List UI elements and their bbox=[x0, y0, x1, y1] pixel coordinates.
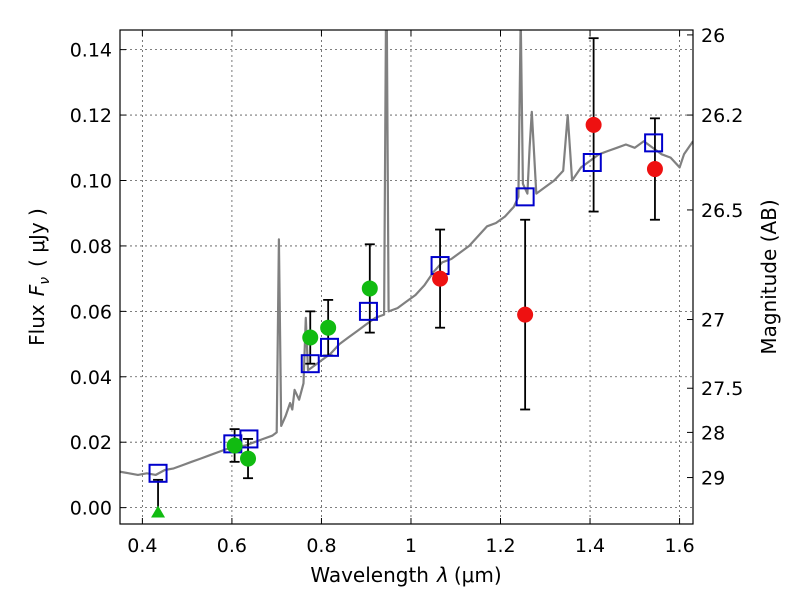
y-tick-label: 0.14 bbox=[70, 40, 112, 62]
tick-layer: 0.4 0.6 0.8 1 1.2 1.4 1.6 0.00 0.02 0.04 0.06 0.08 0… bbox=[70, 25, 744, 557]
x-tick-label: 1.6 bbox=[664, 535, 694, 557]
x-tick-label: 0.6 bbox=[217, 535, 247, 557]
model-photometry-point bbox=[515, 187, 535, 207]
upper-limit-triangle bbox=[151, 505, 166, 518]
y2-tick-label: 29 bbox=[701, 468, 725, 490]
x-tick-label: 0.4 bbox=[127, 535, 157, 557]
observed-flux-point bbox=[302, 329, 319, 346]
spectrum-layer bbox=[120, 30, 693, 476]
x-tick-label: 1.4 bbox=[575, 535, 605, 557]
y2-tick-label: 26 bbox=[701, 25, 725, 47]
x-tick-label: 0.8 bbox=[306, 535, 336, 557]
x-axis-label: Wavelength λ (μm) bbox=[310, 563, 501, 587]
grid-layer bbox=[120, 30, 693, 524]
y2-tick-label: 26.2 bbox=[701, 105, 743, 127]
x-tick-label: 1 bbox=[405, 535, 417, 557]
model-photometry-point bbox=[582, 152, 602, 172]
y-axis-label: FluxFν( μJy ) bbox=[25, 208, 53, 346]
model-photometry-point bbox=[358, 301, 378, 321]
y2-tick-label: 27 bbox=[701, 310, 725, 332]
y-tick-label: 0.00 bbox=[70, 498, 112, 520]
y-tick-label: 0.02 bbox=[70, 432, 112, 454]
model-photometry-point bbox=[300, 354, 320, 374]
plot-frame bbox=[119, 29, 694, 525]
observed-flux-point bbox=[240, 450, 257, 467]
y2-axis-label: Magnitude (AB) bbox=[757, 199, 781, 354]
observed-flux-point bbox=[646, 161, 663, 178]
x-tick-label: 1.2 bbox=[485, 535, 515, 557]
y-tick-label: 0.06 bbox=[70, 301, 112, 323]
y2-tick-label: 27.5 bbox=[701, 378, 743, 400]
observed-flux-point bbox=[517, 306, 534, 323]
y-tick-label: 0.04 bbox=[70, 367, 112, 389]
spectrum-line bbox=[120, 30, 693, 476]
observed-flux-point bbox=[226, 437, 243, 454]
y2-tick-label: 28 bbox=[701, 422, 725, 444]
marker-layer bbox=[148, 116, 664, 518]
model-photometry-point bbox=[320, 337, 340, 357]
model-photometry-point bbox=[239, 429, 259, 449]
observed-flux-point bbox=[361, 280, 378, 297]
model-photometry-point bbox=[148, 463, 168, 483]
observed-flux-point bbox=[585, 116, 602, 133]
y2-tick-label: 26.5 bbox=[701, 200, 743, 222]
model-photometry-point bbox=[644, 133, 664, 153]
observed-flux-point bbox=[432, 270, 449, 287]
y-tick-label: 0.08 bbox=[70, 236, 112, 258]
y-tick-label: 0.10 bbox=[70, 170, 112, 192]
observed-flux-point bbox=[320, 319, 337, 336]
y-tick-label: 0.12 bbox=[70, 105, 112, 127]
